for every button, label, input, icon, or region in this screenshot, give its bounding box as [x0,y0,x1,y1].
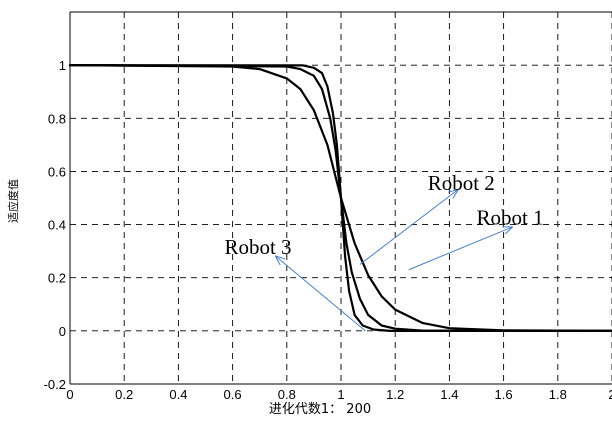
x-tick-label: 1 [337,387,344,402]
x-tick-label: 0.8 [278,387,296,402]
annotations: Robot 2 Robot 1 Robot 3 [224,171,544,332]
x-tick-label: 1.2 [386,387,404,402]
y-tick-label: 0.6 [48,164,66,179]
y-tick-label: 1 [59,58,66,73]
series-line-2 [68,63,612,332]
y-tick-label: 0.2 [48,271,66,286]
annotation-label: Robot 3 [224,235,291,259]
x-tick-label: 0.2 [115,387,133,402]
annotation-label: Robot 2 [428,171,495,195]
series-group [68,63,612,332]
x-tick-label: 0 [66,387,73,402]
x-tick-label: 1.8 [549,387,567,402]
x-tick-label: 0.6 [224,387,242,402]
axes [69,11,612,385]
y-tick-label: -0.2 [44,377,66,392]
x-tick-label: 1.6 [495,387,513,402]
x-tick-label: 0.4 [169,387,187,402]
series-line-3 [68,63,612,332]
grid [70,12,612,384]
annotation-arrow [359,190,458,265]
y-tick-label: 0.8 [48,111,66,126]
x-tick-label: 1.4 [440,387,458,402]
y-tick-label: 0 [59,324,66,339]
y-axis-label: 适应度值 [6,179,20,223]
x-tick-label: 2 [608,387,612,402]
tick-labels: 00.20.40.60.811.21.41.61.82-0.200.20.40.… [44,58,612,402]
annotation-arrow [276,256,366,332]
y-tick-label: 0.4 [48,218,66,233]
annotation-label: Robot 1 [477,206,544,230]
x-axis-label: 进化代数1： 200 [269,402,371,417]
annotation-arrow [408,227,512,271]
series-line-1 [68,63,612,332]
